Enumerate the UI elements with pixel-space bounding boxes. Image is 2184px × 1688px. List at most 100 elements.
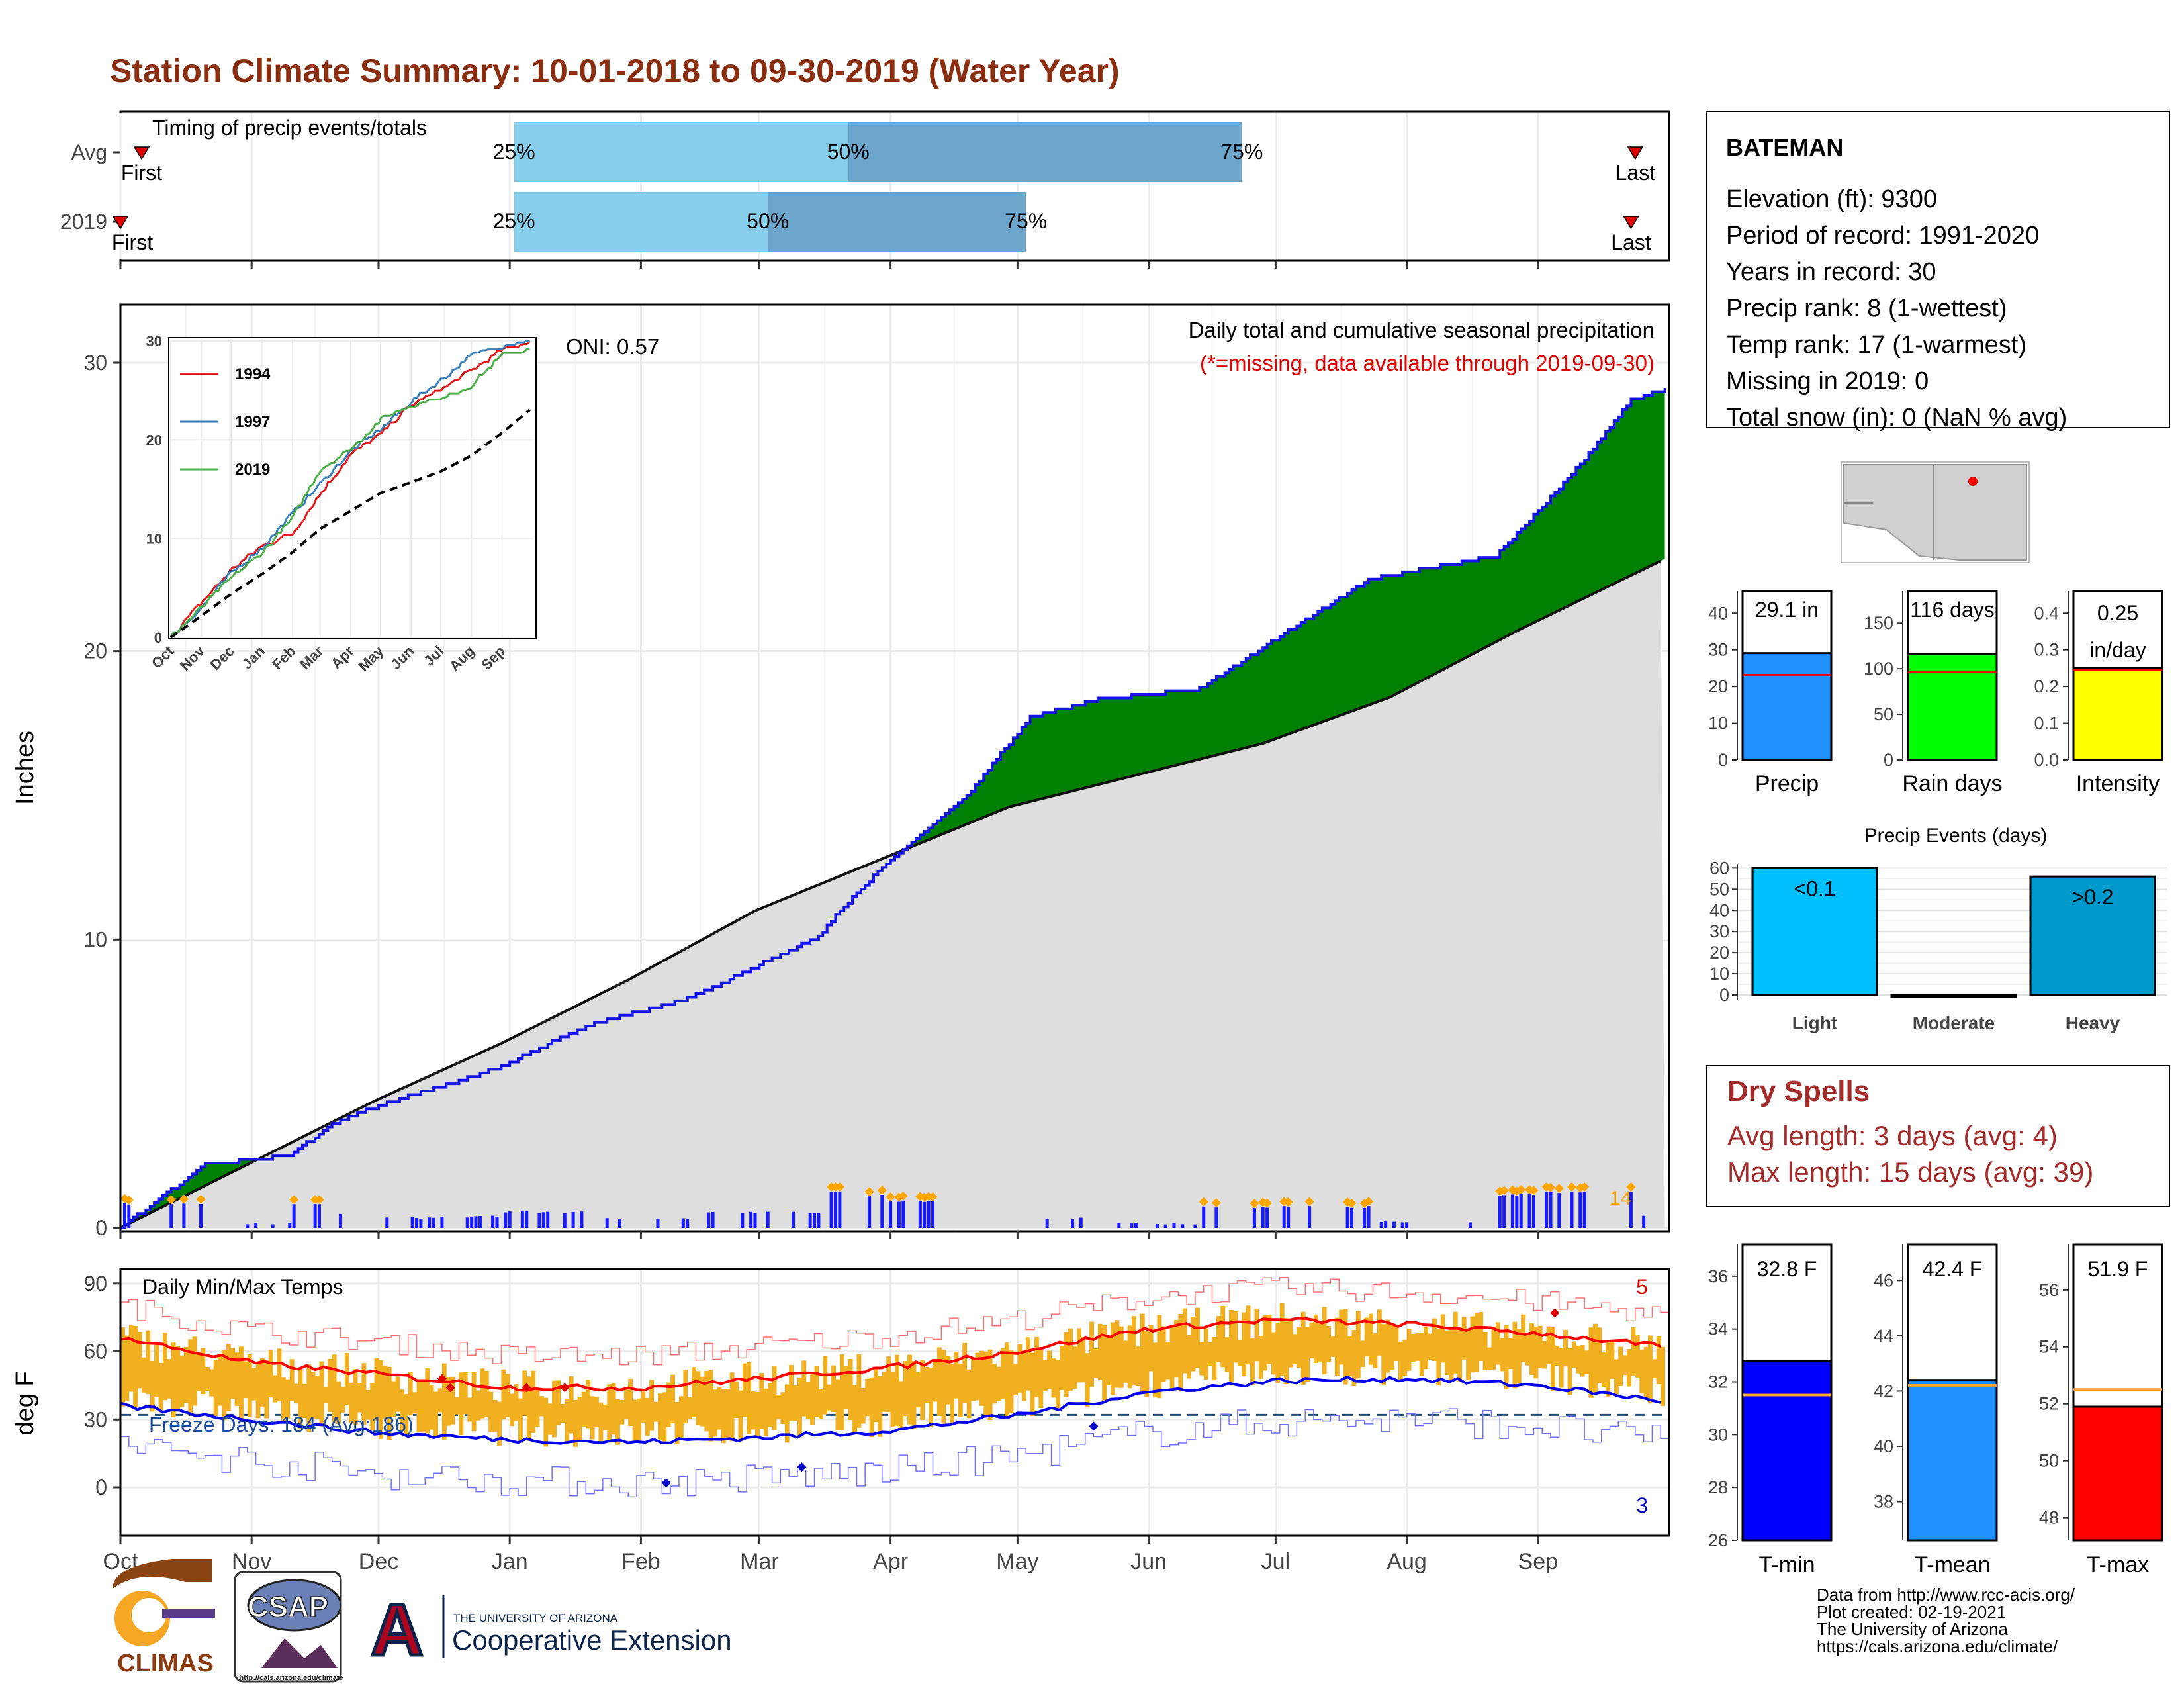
daily-temp-bar: [492, 1399, 498, 1432]
daily-temp-bar: [1106, 1336, 1111, 1385]
daily-precip-bar: [470, 1217, 474, 1228]
ua-coop-text: Cooperative Extension: [452, 1624, 732, 1656]
station-info-line: Elevation (ft): 9300: [1726, 185, 1937, 213]
daily-temp-bar: [374, 1358, 379, 1421]
daily-precip-bar: [182, 1203, 186, 1228]
daily-temp-bar: [437, 1388, 443, 1413]
daily-temp-bar: [137, 1331, 142, 1389]
daily-temp-bar: [1330, 1336, 1336, 1357]
temp-summary-tick-label: 30: [1708, 1425, 1728, 1444]
daily-precip-marker: [166, 1195, 176, 1205]
daily-temp-bar: [188, 1339, 193, 1414]
timing-p50-label: 50%: [827, 140, 870, 164]
oni-label: ONI: 0.57: [566, 334, 659, 359]
daily-temp-bar: [171, 1342, 176, 1418]
daily-temp-bar: [1369, 1313, 1373, 1365]
daily-temp-bar: [1495, 1322, 1500, 1365]
footer: CLIMAS CSAP http://cals.arizona.edu/clim…: [113, 1559, 2075, 1683]
daily-temp-bar: [150, 1360, 155, 1412]
precip-events-title: Precip Events (days): [1864, 825, 2048, 847]
freeze-days-label: Freeze Days: 184 (Avg:186): [149, 1413, 414, 1436]
daily-temp-bar: [674, 1401, 680, 1444]
daily-temp-bar: [1377, 1309, 1382, 1356]
daily-precip-bar: [1202, 1206, 1206, 1228]
daily-temp-bar: [162, 1332, 167, 1401]
month-label: Dec: [359, 1549, 398, 1574]
daily-temp-bar: [1229, 1310, 1234, 1383]
month-label: Jun: [1130, 1549, 1167, 1574]
daily-precip-bar: [1557, 1193, 1561, 1228]
daily-temp-bar: [234, 1352, 240, 1406]
daily-temp-bar: [1191, 1317, 1196, 1372]
daily-precip-bar: [753, 1213, 757, 1228]
precip-y-tick-label: 10: [83, 927, 107, 951]
daily-precip-bar: [428, 1217, 432, 1228]
daily-temp-bar: [1415, 1333, 1420, 1361]
locator-map: [1841, 461, 2030, 563]
record-high-marker: [522, 1383, 531, 1393]
daily-temp-bar: [510, 1393, 515, 1427]
daily-temp-bar: [1592, 1323, 1598, 1393]
month-label: Mar: [740, 1549, 779, 1574]
daily-precip-bar: [541, 1212, 545, 1228]
timing-panel: Timing of precip events/totals Avg 25% 50%…: [60, 110, 1670, 269]
daily-temp-bar: [1021, 1350, 1026, 1401]
daily-temp-bar: [539, 1396, 544, 1417]
daily-temp-bar: [332, 1354, 337, 1423]
daily-precip-bar: [474, 1216, 478, 1228]
daily-temp-bar: [839, 1354, 844, 1430]
daily-temp-bar: [328, 1358, 333, 1412]
daily-temp-bar: [678, 1396, 684, 1440]
daily-precip-marker: [1262, 1198, 1272, 1208]
daily-temp-bar: [1482, 1332, 1488, 1370]
station-info-line: Period of record: 1991-2020: [1726, 222, 2039, 250]
record-high-marker: [445, 1383, 455, 1393]
daily-precip-marker: [1283, 1197, 1293, 1207]
daily-precip-bar: [1163, 1224, 1167, 1228]
daily-temp-bar: [814, 1366, 819, 1417]
daily-precip-bar: [410, 1217, 414, 1228]
record-low-marker: [661, 1478, 671, 1488]
daily-temp-bar: [717, 1387, 722, 1430]
daily-precip-bar: [254, 1223, 258, 1228]
daily-temp-bar: [899, 1381, 904, 1430]
month-label: Jan: [492, 1549, 528, 1574]
daily-precip-bar: [491, 1215, 495, 1228]
daily-temp-bar: [1580, 1345, 1585, 1377]
daily-temp-bar: [1115, 1320, 1120, 1388]
daily-temp-bar: [141, 1357, 146, 1393]
daily-precip-bar: [1570, 1192, 1574, 1228]
inset-y-tick-label: 0: [154, 630, 162, 646]
daily-precip-bar: [1252, 1208, 1256, 1228]
dry-spells-max: Max length: 15 days (avg: 39): [1727, 1156, 2093, 1188]
daily-temp-bar: [416, 1380, 422, 1432]
daily-temp-bar: [1351, 1330, 1357, 1387]
timing-q3-bar: [848, 122, 1242, 182]
daily-temp-bar: [1220, 1305, 1226, 1368]
daily-precip-bar: [440, 1217, 444, 1228]
station-location-marker: [1968, 477, 1978, 486]
daily-temp-bar: [259, 1358, 265, 1408]
daily-temp-bar: [209, 1369, 214, 1397]
daily-temp-bar: [1216, 1316, 1221, 1362]
daily-temp-bar: [1068, 1328, 1073, 1391]
daily-temp-bar: [860, 1387, 866, 1424]
daily-temp-bar: [772, 1366, 777, 1430]
daily-temp-bar: [1563, 1329, 1569, 1367]
daily-precip-bar: [465, 1217, 469, 1228]
daily-temp-bar: [247, 1354, 252, 1417]
daily-precip-marker: [1554, 1184, 1564, 1194]
daily-temp-bar: [476, 1390, 480, 1421]
temp-summary-tick-label: 26: [1708, 1530, 1728, 1550]
daily-precip-bar: [1519, 1194, 1523, 1228]
daily-temp-bar: [340, 1387, 345, 1413]
daily-precip-bar: [1130, 1223, 1134, 1228]
temp-summary-bar-t-max: [2072, 1405, 2163, 1542]
daily-temp-bar: [1195, 1307, 1200, 1368]
daily-temp-bar: [869, 1377, 874, 1438]
daily-precip-bar: [1502, 1195, 1506, 1228]
summary-tick-label: 50: [1874, 704, 1893, 724]
temp-summary-value: 42.4 F: [1923, 1257, 1983, 1281]
month-label: Nov: [232, 1549, 271, 1574]
events-category-label: Light: [1792, 1013, 1837, 1033]
